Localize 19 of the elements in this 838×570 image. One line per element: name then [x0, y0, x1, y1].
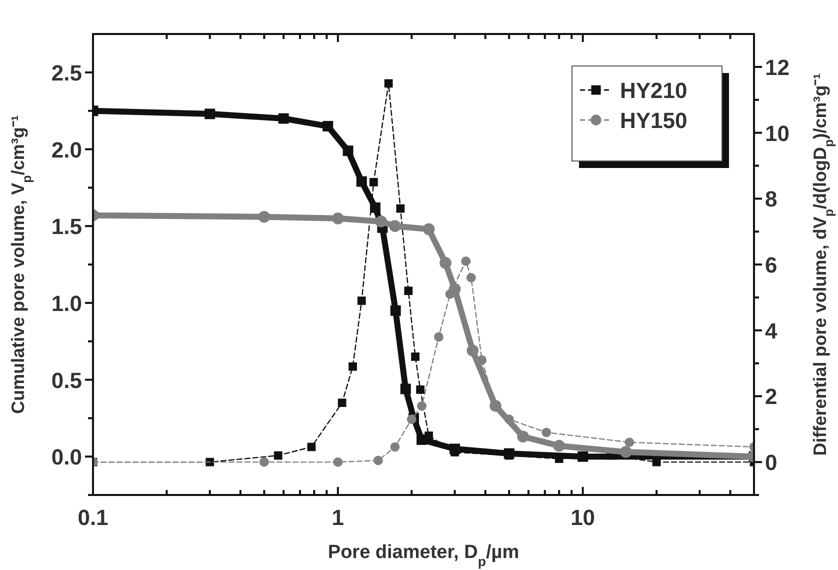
- y-tick-label: 1.5: [51, 214, 82, 240]
- y-tick-label: 1.0: [51, 290, 82, 316]
- y-tick-label: 0.0: [51, 444, 82, 470]
- x-tick-label: 10: [570, 505, 596, 530]
- y2-tick-label: 0: [765, 450, 778, 476]
- legend-label: HY150: [620, 108, 688, 133]
- x-tick-label: 1: [332, 505, 344, 530]
- y2-tick-label: 8: [765, 186, 778, 212]
- y-tick-label: 0.5: [51, 368, 82, 393]
- y2-tick-label: 10: [765, 120, 790, 146]
- y-tick-label: 2.5: [51, 60, 82, 86]
- x-axis-title: Pore diameter, D$_{p}$/µm: [328, 542, 520, 568]
- y2-tick-label: 2: [765, 384, 778, 410]
- y2-tick-label: 4: [765, 318, 778, 344]
- x-tick-label: 0.1: [78, 505, 108, 530]
- y2-tick-label: 12: [765, 54, 790, 80]
- legend-label: HY210: [620, 78, 688, 103]
- y-tick-label: 2.0: [51, 137, 82, 162]
- y2-tick-label: 6: [765, 252, 778, 278]
